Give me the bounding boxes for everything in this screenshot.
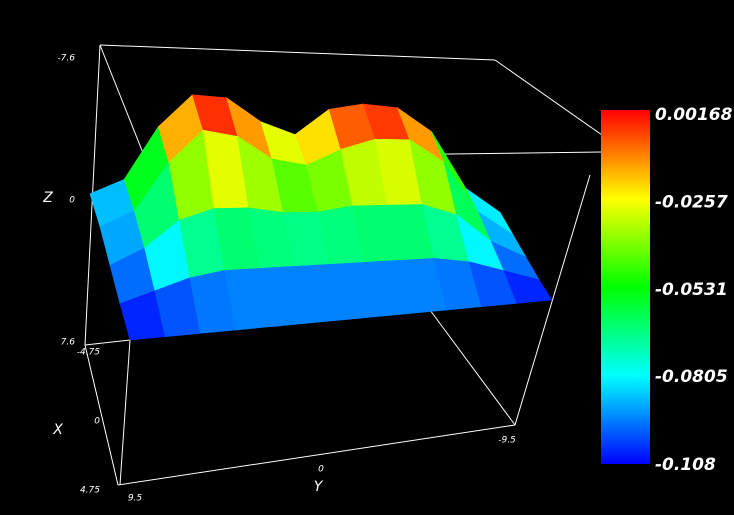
box-edge xyxy=(84,339,131,346)
z-tick-label: 7.6 xyxy=(61,338,76,348)
z-axis-title: Z xyxy=(42,190,53,206)
colorbar-label: -0.0531 xyxy=(655,280,728,300)
x-axis-title: X xyxy=(52,422,63,438)
colorbar-label: -0.0805 xyxy=(655,367,728,387)
y-tick-label: -9.5 xyxy=(498,436,516,446)
surface xyxy=(89,94,553,341)
box-edge xyxy=(99,44,146,159)
x-tick-label: 0 xyxy=(94,417,100,427)
box-edge xyxy=(494,59,603,136)
z-tick-label: -7.6 xyxy=(57,54,75,64)
box-edge xyxy=(119,339,131,486)
box-edge xyxy=(99,44,496,61)
surface-patch xyxy=(503,270,553,304)
colorbar xyxy=(601,110,650,464)
z-tick-label: 0 xyxy=(69,196,75,206)
x-tick-label: 4.75 xyxy=(80,486,100,496)
y-axis-title: Y xyxy=(314,479,324,495)
box-edge xyxy=(84,344,119,486)
colorbar-label: -0.0257 xyxy=(655,192,728,212)
y-tick-label: 9.5 xyxy=(128,494,143,504)
box-edge xyxy=(429,309,516,426)
box-edge xyxy=(117,424,516,486)
colorbar-label: 0.00168 xyxy=(655,105,733,125)
colorbar-label: -0.108 xyxy=(655,455,716,475)
box-edge xyxy=(514,174,591,426)
x-tick-label: -4.75 xyxy=(77,348,101,358)
y-tick-label: 0 xyxy=(318,465,324,475)
